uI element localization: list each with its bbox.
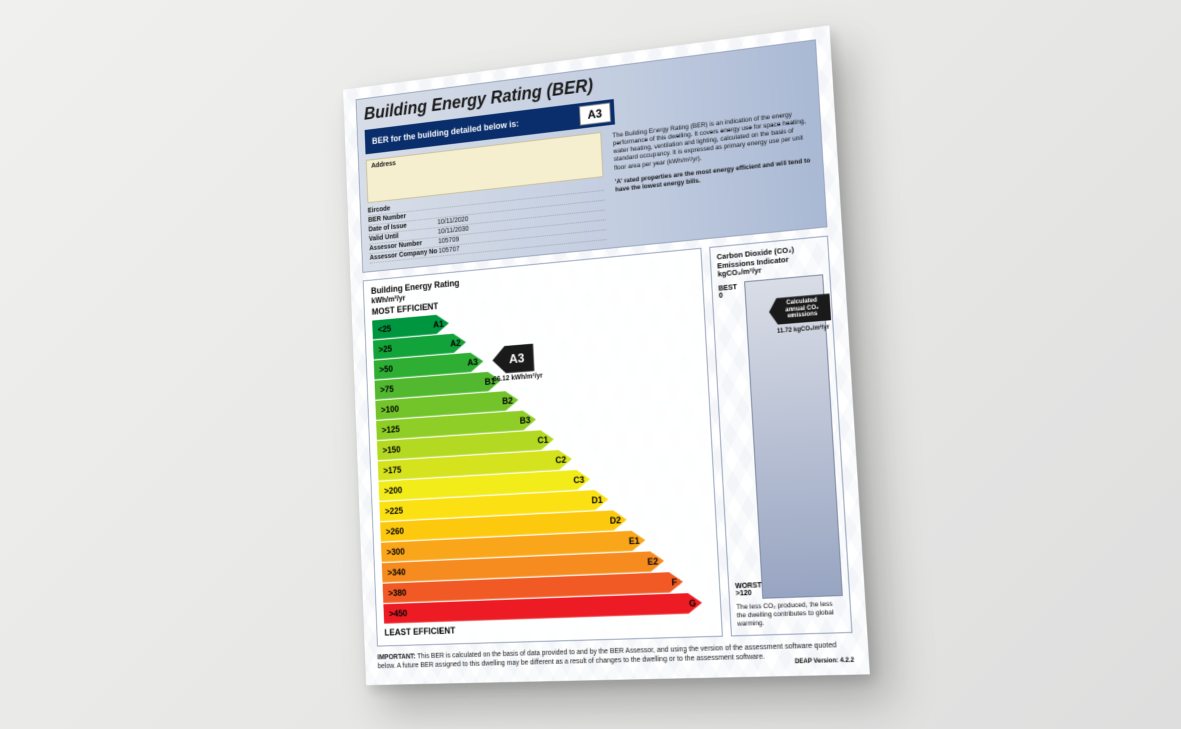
- ber-certificate: Building Energy Rating (BER) BER for the…: [343, 25, 870, 685]
- bar-range: >150: [382, 444, 400, 455]
- energy-rating-chart: Building Energy Rating kWh/m²/yr MOST EF…: [362, 247, 722, 646]
- co2-best-label: BEST: [718, 283, 744, 292]
- bar-grade: A2: [449, 337, 460, 348]
- bar-grade: G: [688, 597, 696, 608]
- bar-grade: E2: [647, 556, 658, 567]
- bar-grade: C3: [573, 474, 584, 485]
- co2-scale-labels: BEST 0 WORST >120: [718, 281, 762, 600]
- bar-range: >125: [381, 423, 399, 434]
- bar-range: >50: [379, 363, 393, 374]
- bar-grade: D1: [591, 494, 603, 505]
- detail-value: 105707: [438, 245, 459, 254]
- bar-range: >340: [387, 566, 405, 577]
- co2-best-value: 0: [718, 290, 744, 299]
- blurb-p2: 'A' rated properties are the most energy…: [614, 156, 812, 194]
- bar-range: >175: [383, 464, 401, 475]
- bar-range: >100: [380, 403, 398, 414]
- bar-grade: F: [671, 576, 677, 586]
- bar-range: >260: [385, 525, 403, 536]
- certificate-header: Building Energy Rating (BER) BER for the…: [355, 39, 827, 273]
- description-text: The Building Energy Rating (BER) is an i…: [610, 107, 817, 239]
- co2-pointer-value: 11.72 kgCO₂/m²/yr: [776, 324, 829, 334]
- bar-grade: A3: [467, 356, 478, 367]
- co2-worst-label: WORST: [735, 582, 762, 590]
- important-lead: IMPORTANT:: [377, 653, 415, 661]
- bar-range: >225: [384, 505, 402, 516]
- bar-range: >25: [378, 343, 392, 354]
- bar-range: >200: [384, 484, 402, 495]
- co2-indicator-panel: Carbon Dioxide (CO₂) Emissions Indicator…: [709, 235, 852, 636]
- co2-heading: Carbon Dioxide (CO₂) Emissions Indicator…: [716, 243, 822, 279]
- bar-grade: B3: [519, 414, 530, 425]
- important-notice: IMPORTANT: This BER is calculated on the…: [377, 641, 854, 671]
- ber-grade-box: A3: [578, 102, 610, 125]
- bar-range: >75: [379, 383, 393, 394]
- detail-value: 10/11/2020: [437, 216, 468, 226]
- bar-range: >380: [388, 587, 407, 597]
- co2-footer: The less CO₂ produced, the less the dwel…: [736, 600, 844, 628]
- bar-range: >450: [388, 608, 407, 618]
- bar-grade: C2: [555, 454, 566, 465]
- important-text: This BER is calculated on the basis of d…: [377, 641, 836, 669]
- co2-track: Calculated annual CO₂ emissions 11.72 kg…: [744, 274, 843, 599]
- detail-value: 105709: [438, 236, 459, 245]
- rating-bars: <25A1>25A2>50A3>75B1>100B2>125B3>150C1>1…: [372, 291, 712, 623]
- building-details: Address EircodeBER NumberDate of Issue10…: [365, 132, 606, 264]
- bar-grade: C1: [537, 434, 548, 445]
- co2-pointer: Calculated annual CO₂ emissions: [768, 293, 831, 325]
- bar-grade: D2: [609, 514, 621, 525]
- bar-grade: B2: [501, 395, 512, 406]
- bar-range: >300: [386, 546, 404, 557]
- detail-value: 10/11/2030: [437, 225, 468, 235]
- blurb-p1: The Building Energy Rating (BER) is an i…: [612, 109, 811, 172]
- bar-grade: A1: [432, 318, 443, 329]
- bar-grade: E1: [628, 535, 639, 546]
- bar-range: <25: [377, 323, 391, 334]
- co2-worst-value: >120: [735, 589, 762, 597]
